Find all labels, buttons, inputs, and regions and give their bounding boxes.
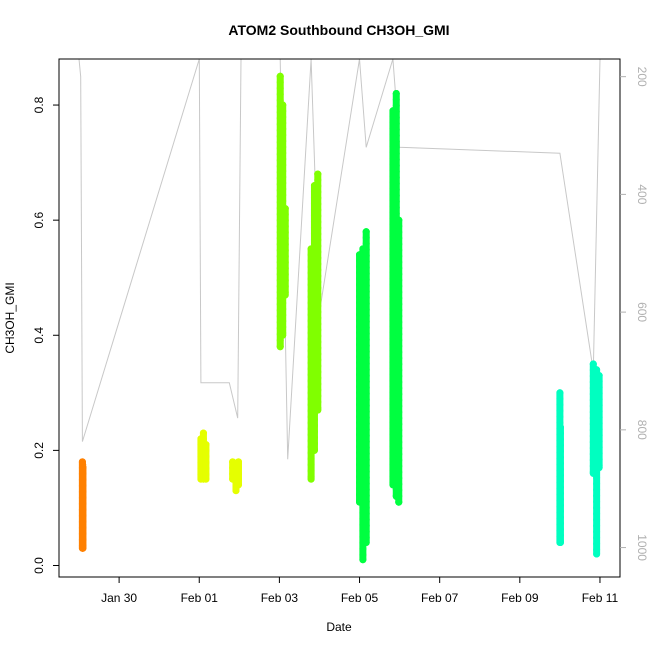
x-axis: Jan 30 Feb 01 Feb 03 Feb 05 Feb 07 Feb 09 Feb …: [101, 577, 619, 605]
data-point: [314, 170, 322, 178]
y-right-tick-label: 600: [635, 302, 649, 322]
series-1: [197, 429, 242, 495]
data-point: [234, 476, 242, 484]
data-point: [314, 404, 322, 412]
data-point: [281, 289, 289, 297]
data-point: [589, 360, 597, 368]
data-point: [307, 475, 315, 483]
data-point: [307, 473, 315, 481]
pressure-profile: [78, 58, 601, 460]
y-axis-right: 200 400 600 800 1000: [620, 67, 649, 561]
data-point: [593, 550, 601, 558]
data-point: [79, 542, 87, 550]
y-right-tick-label: 800: [635, 420, 649, 440]
data-point: [593, 546, 601, 554]
y-axis: 0.0 0.2 0.4 0.6 0.8: [32, 96, 59, 574]
x-tick-label: Feb 07: [421, 591, 459, 605]
data-point: [234, 458, 242, 466]
data-point: [593, 366, 601, 374]
y-axis-label: CH3OH_GMI: [3, 282, 17, 353]
chart-title: ATOM2 Southbound CH3OH_GMI: [228, 22, 449, 38]
data-point: [556, 539, 564, 546]
data-point: [314, 406, 322, 414]
x-tick-label: Feb 09: [501, 591, 539, 605]
y-tick-label: 0.0: [32, 557, 46, 574]
data-point: [395, 498, 403, 506]
data-point: [79, 544, 87, 552]
data-point: [202, 471, 210, 479]
data-point: [279, 331, 287, 339]
pressure-line: [78, 58, 601, 460]
data-point: [359, 551, 367, 559]
data-point: [392, 90, 400, 97]
data-point: [362, 534, 370, 542]
data-point: [362, 228, 370, 236]
data-point: [199, 429, 207, 437]
data-point: [234, 481, 242, 489]
x-tick-label: Jan 30: [101, 591, 137, 605]
x-tick-label: Feb 01: [181, 591, 219, 605]
series-4: [556, 360, 603, 558]
x-tick-label: Feb 03: [261, 591, 299, 605]
data-point: [279, 101, 287, 109]
data-point: [595, 462, 603, 470]
y-tick-label: 0.2: [32, 442, 46, 459]
data-point: [395, 216, 403, 224]
data-point: [202, 475, 210, 483]
data-point: [276, 343, 284, 351]
data-point: [281, 205, 289, 213]
data-point: [279, 329, 287, 337]
series-2: [276, 72, 322, 483]
y-tick-label: 0.8: [32, 96, 46, 113]
data-point: [276, 72, 284, 80]
series-0: [78, 458, 87, 552]
y-tick-label: 0.6: [32, 212, 46, 229]
x-axis-label: Date: [326, 620, 352, 634]
data-point: [595, 464, 603, 472]
data-point: [310, 446, 318, 454]
data-series: [78, 72, 603, 564]
data-point: [79, 464, 87, 472]
plot-frame: [58, 58, 621, 578]
data-point: [281, 291, 289, 299]
y-right-tick-label: 200: [635, 67, 649, 87]
y-right-tick-label: 1000: [635, 534, 649, 561]
data-point: [202, 441, 210, 449]
data-point: [556, 389, 564, 397]
data-point: [362, 539, 370, 546]
x-tick-label: Feb 05: [341, 591, 379, 605]
y-right-tick-label: 400: [635, 184, 649, 204]
data-point: [556, 423, 564, 431]
x-tick-label: Feb 11: [582, 591, 619, 605]
y-tick-label: 0.4: [32, 327, 46, 344]
series-3: [356, 90, 403, 564]
data-point: [595, 372, 603, 380]
data-point: [232, 487, 240, 495]
data-point: [359, 556, 367, 564]
